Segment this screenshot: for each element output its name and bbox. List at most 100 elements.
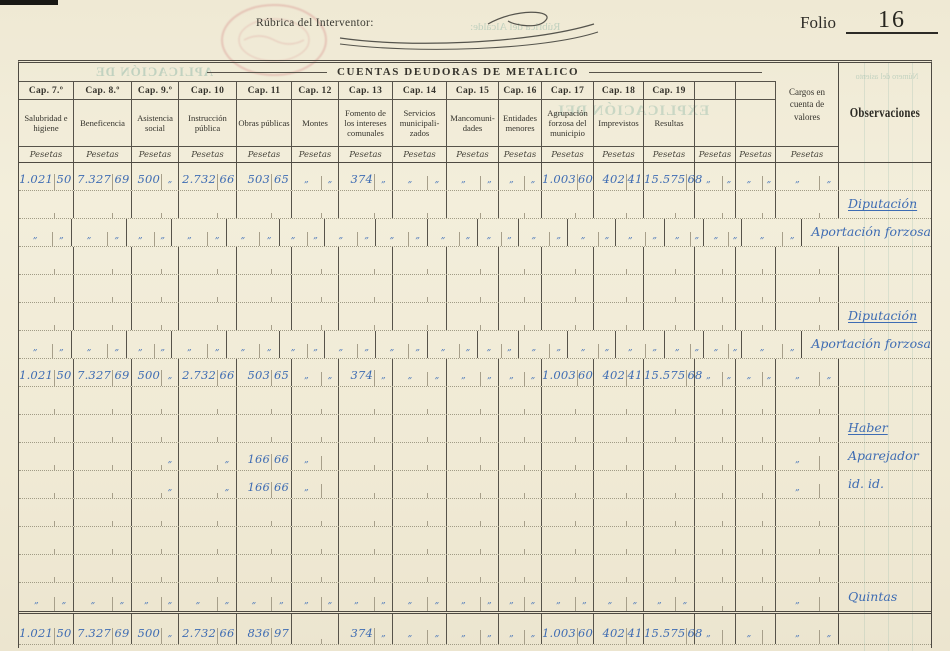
cell-value [644,325,676,330]
column-cap-label: Cap. 13 [339,82,392,100]
cell-value [179,521,218,526]
ledger-cell [292,247,339,274]
cell-value [292,213,322,218]
ledger-cell: „ „ [227,331,280,358]
ledger-cell [499,527,542,554]
cell-cents [525,409,541,414]
cell-value: „ [519,232,551,246]
cell-cents [113,521,131,526]
ledger-cell [736,499,776,526]
cell-value [237,213,272,218]
cell-cents [676,409,694,414]
cell-value [695,213,723,218]
column-pesetas-label: Pesetas [191,149,224,160]
cell-cents [820,465,838,470]
column-name-label: Montes [292,100,338,147]
cell-value [339,577,375,582]
cell-cents [723,269,735,274]
cell-cents [428,213,446,218]
cell-value: „ [616,232,646,246]
cell-cents [272,437,291,442]
ledger-cell [644,387,695,414]
ledger-cell [339,471,393,498]
cell-cents [820,577,838,582]
ledger-cell [393,387,447,414]
cell-value [393,521,428,526]
cell-cents [375,325,392,330]
ledger-cell: „ „ [447,583,499,611]
ledger-cell [74,499,132,526]
cell-cents: 50 [56,625,72,640]
cell-value: „ [499,372,525,386]
cell-cents [481,549,498,554]
cell-cents [763,493,775,498]
cell-value: „ [19,232,53,246]
cell-value [644,409,676,414]
cell-cents [576,549,593,554]
ledger-cell: „ „ [280,331,325,358]
cell-value [542,269,576,274]
cell-value [393,577,428,582]
cell-cents [576,493,593,498]
ledger-cell [594,527,644,554]
ledger-cell: „ „ [376,219,428,246]
cell-value [736,297,763,302]
ledger-cell [339,415,393,442]
observaciones-cell [839,499,931,526]
ledger-cell: 15.575 68 [644,163,702,190]
cell-cents [428,325,446,330]
cell-value: „ [736,372,763,386]
cell-cents: „ [732,343,738,353]
ledger-cell [644,527,695,554]
cell-cents [820,437,838,442]
cell-value: „ [132,597,162,611]
column-headers: Cap. 7.º Salubridad e higiene Pesetas Cap. … [19,82,776,162]
column-header: Cap. 12 Montes Pesetas [292,82,339,162]
ledger-cell: 1.003 60 [542,359,594,386]
cell-cents [627,213,643,218]
cell-cents: 97 [273,625,290,640]
cell-cents [322,213,338,218]
cell-value: „ [776,456,820,470]
cell-cents [55,409,73,414]
cell-value [644,297,676,302]
ledger-cell [292,415,339,442]
observaciones-note: Quintas [848,588,898,604]
column-header: Cap. 17 Agrupación forzosa del municipio P… [542,82,594,162]
cell-cents: „ [652,231,658,241]
table-title-band: CUENTAS DEUDORAS DE METALICO [19,63,776,82]
ledger-cell: „ „ [280,219,325,246]
observaciones-cell [839,163,931,190]
column-header: Cap. 13 Fomento de los intereses comunale… [339,82,393,162]
ledger-row [19,247,931,275]
cell-value: „ [339,597,375,611]
cell-cents: „ [652,343,658,353]
ledger-cell [179,191,237,218]
cell-cents [723,606,735,611]
cell-cents: 65 [273,171,290,186]
cell-cents: „ [434,371,440,381]
ledger-cell [695,247,736,274]
cell-cents [723,465,735,470]
cell-cents [481,297,498,302]
ledger-cell: „ „ [132,583,179,611]
cell-value: 503 [237,369,272,386]
cell-cents: 69 [114,625,130,640]
cell-value: „ [292,176,322,190]
cell-cents [763,549,775,554]
cell-value: „ [237,597,272,611]
cell-value [339,297,375,302]
column-name-label: Mancomuni-dades [447,100,498,147]
cell-cents [723,521,735,526]
ledger-cell [499,443,542,470]
cell-value [74,549,113,554]
column-name-label: Asistencia social [132,100,178,147]
cell-cents [272,269,291,274]
cell-value: „ [568,344,600,358]
observaciones-note: Aportación forzosa [811,224,931,240]
cell-cents [322,269,338,274]
ledger-cell [339,303,393,330]
cell-cents: „ [114,231,120,241]
cell-value: „ [393,372,428,386]
cell-cents: „ [415,231,421,241]
